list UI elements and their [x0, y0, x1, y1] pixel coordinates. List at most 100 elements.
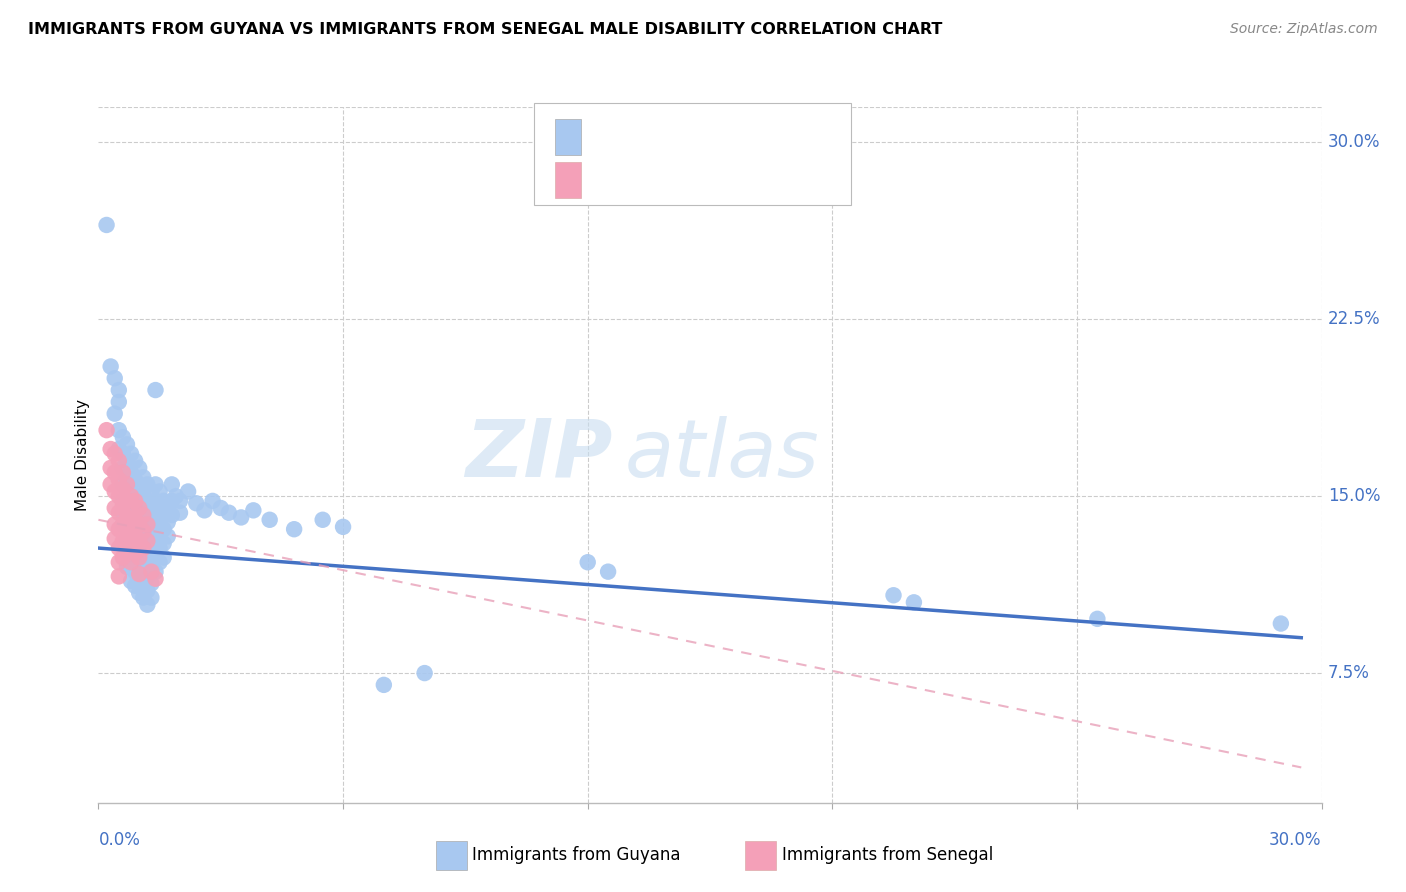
Point: [201, 494, 224, 508]
Point: [149, 541, 172, 555]
Text: -0.152: -0.152: [630, 128, 689, 146]
Point: [373, 678, 395, 692]
Point: [104, 466, 127, 480]
Point: [108, 522, 131, 536]
Text: Immigrants from Senegal: Immigrants from Senegal: [782, 847, 993, 864]
Point: [132, 470, 155, 484]
Point: [115, 517, 138, 532]
Point: [141, 534, 163, 549]
Text: N =: N =: [696, 171, 733, 189]
Point: [128, 513, 150, 527]
Text: atlas: atlas: [624, 416, 820, 494]
Point: [120, 532, 142, 546]
Text: Source: ZipAtlas.com: Source: ZipAtlas.com: [1230, 22, 1378, 37]
Point: [231, 510, 253, 524]
Point: [160, 494, 183, 508]
Point: [124, 513, 146, 527]
Point: [108, 383, 131, 397]
Point: [115, 510, 138, 524]
Point: [259, 513, 281, 527]
Point: [145, 572, 167, 586]
Point: [115, 470, 138, 484]
Point: [124, 565, 146, 579]
Point: [132, 548, 155, 562]
Point: [111, 517, 134, 532]
Point: [104, 407, 127, 421]
Point: [136, 555, 159, 569]
Point: [136, 569, 159, 583]
Point: [169, 494, 191, 508]
Point: [111, 477, 134, 491]
Point: [124, 579, 146, 593]
Point: [242, 503, 264, 517]
Point: [120, 522, 142, 536]
Text: 22.5%: 22.5%: [1327, 310, 1381, 328]
Point: [141, 591, 163, 605]
Point: [108, 489, 131, 503]
Point: [120, 546, 142, 560]
Point: [136, 541, 159, 555]
Point: [115, 454, 138, 468]
Point: [132, 576, 155, 591]
Point: [120, 539, 142, 553]
Point: [141, 565, 163, 579]
Point: [124, 529, 146, 543]
Point: [100, 359, 122, 374]
Point: [141, 500, 163, 515]
Point: [136, 527, 159, 541]
Point: [145, 565, 167, 579]
Point: [111, 534, 134, 549]
Point: [115, 437, 138, 451]
Point: [124, 550, 146, 565]
Y-axis label: Male Disability: Male Disability: [75, 399, 90, 511]
Point: [124, 506, 146, 520]
Point: [169, 506, 191, 520]
Point: [104, 500, 127, 515]
Point: [115, 543, 138, 558]
Point: [120, 466, 142, 480]
Text: 30.0%: 30.0%: [1327, 134, 1381, 152]
Point: [124, 536, 146, 550]
Text: 30.0%: 30.0%: [1270, 830, 1322, 848]
Point: [156, 515, 179, 529]
Point: [108, 473, 131, 487]
Point: [598, 565, 620, 579]
Point: [108, 442, 131, 456]
Point: [115, 489, 138, 503]
Point: [96, 218, 118, 232]
Point: [145, 550, 167, 565]
Point: [108, 423, 131, 437]
Point: [128, 529, 150, 543]
Point: [124, 522, 146, 536]
Point: [141, 576, 163, 591]
Point: [120, 506, 142, 520]
Point: [136, 477, 159, 491]
Point: [145, 494, 167, 508]
Point: [149, 513, 172, 527]
Point: [413, 666, 436, 681]
Point: [149, 527, 172, 541]
Point: [149, 555, 172, 569]
Point: [332, 520, 354, 534]
Point: [186, 496, 208, 510]
Point: [108, 555, 131, 569]
Point: [111, 550, 134, 565]
Point: [120, 574, 142, 588]
Text: N =: N =: [696, 128, 733, 146]
Point: [149, 499, 172, 513]
Point: [108, 506, 131, 520]
Point: [132, 503, 155, 517]
Point: [141, 517, 163, 532]
Point: [111, 499, 134, 513]
Text: -0.224: -0.224: [630, 171, 689, 189]
Point: [120, 447, 142, 461]
Point: [152, 508, 174, 522]
Point: [145, 536, 167, 550]
Point: [132, 562, 155, 576]
Point: [128, 572, 150, 586]
Point: [115, 560, 138, 574]
Point: [209, 500, 232, 515]
Point: [115, 532, 138, 546]
Point: [124, 454, 146, 468]
Point: [152, 550, 174, 565]
